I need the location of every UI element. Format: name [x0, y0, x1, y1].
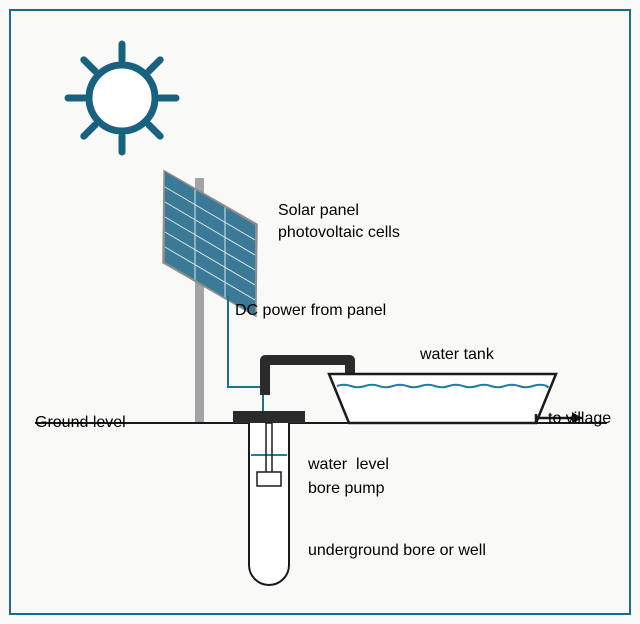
bore-well	[233, 411, 305, 585]
label-ground-level: Ground level	[35, 414, 126, 432]
water-tank-icon	[329, 374, 556, 423]
label-to-village: to village	[548, 410, 611, 428]
diagram-canvas: Solar panelphotovoltaic cells DC power f…	[0, 0, 640, 624]
label-underground: underground bore or well	[308, 542, 486, 560]
solar-panel-icon	[162, 169, 258, 317]
label-dc-power: DC power from panel	[235, 302, 386, 320]
label-bore-pump: bore pump	[308, 480, 385, 498]
label-water-level: water level	[308, 456, 389, 474]
label-water-tank: water tank	[420, 346, 494, 364]
sun-icon	[68, 44, 176, 152]
label-solar-panel: Solar panelphotovoltaic cells	[278, 200, 400, 244]
